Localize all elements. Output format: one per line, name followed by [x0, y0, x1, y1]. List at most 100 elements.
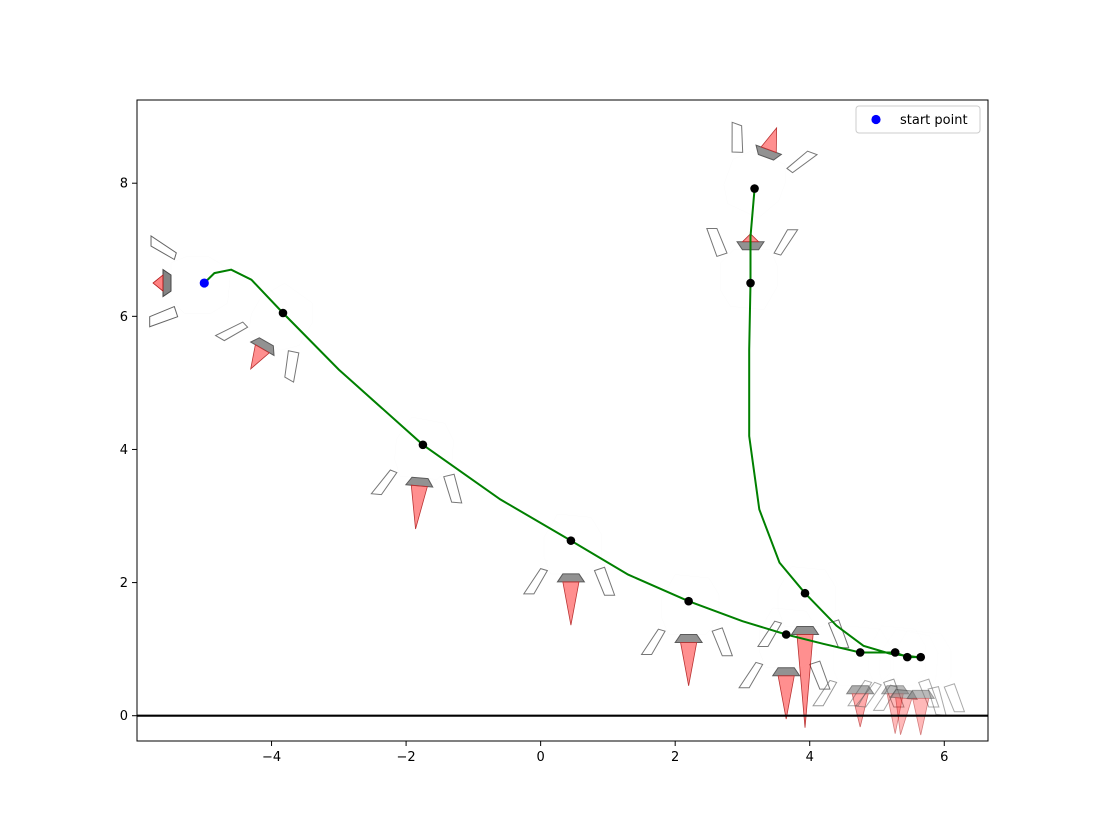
waypoint-marker — [418, 440, 428, 450]
lander-outline — [758, 567, 849, 728]
waypoint-marker — [566, 536, 576, 545]
lander-nozzle — [773, 668, 800, 676]
waypoint-marker — [800, 588, 810, 598]
lander-flame — [778, 676, 794, 719]
lander-leg-right — [442, 473, 465, 503]
plot-area — [137, 113, 988, 739]
lander-outline — [369, 414, 469, 533]
lander-leg-left — [739, 662, 763, 687]
lander-body — [759, 608, 816, 668]
x-tick-label: −4 — [262, 750, 281, 765]
lander-leg-left — [642, 629, 666, 654]
waypoint-marker — [746, 278, 755, 288]
legend-box — [855, 105, 981, 134]
waypoint-marker — [684, 596, 693, 606]
lander-flame — [563, 582, 579, 625]
lander-body — [243, 276, 322, 356]
lander-leg-right — [712, 628, 732, 656]
y-tick-label: 8 — [120, 177, 128, 192]
lander-flame — [797, 634, 813, 727]
lander-leg-left — [216, 314, 249, 348]
trajectory-line — [748, 188, 918, 659]
lander-outline — [739, 608, 830, 719]
waypoint-marker — [890, 648, 900, 657]
lander-leg-left — [151, 236, 176, 260]
lander-nozzle — [675, 634, 702, 642]
lander-engine — [675, 634, 702, 685]
lander-body — [833, 626, 890, 686]
lander-leg-right — [944, 684, 964, 712]
lander-body — [171, 256, 231, 313]
y-tick-label: 2 — [120, 576, 128, 591]
lander-outline — [150, 236, 231, 327]
lander-nozzle — [907, 690, 934, 698]
lander-leg-right — [594, 567, 614, 595]
waypoint-marker — [902, 652, 912, 662]
lander-body — [717, 147, 791, 223]
x-tick-label: 0 — [536, 750, 544, 765]
lander-outline — [642, 575, 733, 686]
lander-body — [778, 567, 835, 627]
lander-outline — [704, 113, 821, 230]
start-point-marker — [199, 278, 209, 288]
lander-body — [868, 626, 925, 686]
lander-body — [662, 575, 719, 635]
lander-engine — [239, 335, 278, 376]
lander-flame — [681, 642, 697, 685]
waypoint-marker — [750, 184, 759, 193]
lander-outline — [210, 266, 334, 390]
waypoint-marker — [916, 652, 926, 662]
lander-nozzle — [163, 270, 171, 297]
x-tick-label: 6 — [940, 750, 948, 765]
lander-engine — [773, 668, 800, 719]
lander-engine — [402, 477, 433, 530]
lander-flame — [852, 694, 868, 727]
lander-engine — [753, 123, 789, 162]
lander-leg-left — [813, 680, 837, 705]
lander-outline — [524, 514, 615, 625]
lander-nozzle — [557, 574, 584, 582]
lander-leg-left — [774, 230, 798, 255]
lander-leg-right — [810, 661, 830, 689]
lander-leg-right — [707, 228, 727, 256]
trajectory-line — [203, 268, 921, 659]
legend-label: start point — [900, 113, 968, 128]
lander-nozzle — [792, 627, 819, 635]
x-axis: −4 −2 0 2 4 6 — [262, 741, 948, 765]
lander-flame — [244, 345, 270, 373]
lander-leg-right — [150, 307, 178, 327]
x-tick-label: 4 — [806, 750, 814, 765]
lander-flame — [153, 275, 163, 291]
lander-flame — [407, 485, 427, 530]
lander-engine — [153, 270, 171, 297]
legend: start point — [855, 105, 981, 134]
lander-body — [720, 250, 777, 310]
lander-leg-left — [758, 621, 782, 646]
lander-body — [393, 416, 455, 481]
legend-marker — [871, 114, 881, 125]
lander-leg-left — [786, 147, 817, 179]
lander-engine — [557, 574, 584, 625]
lander-flame — [761, 125, 784, 152]
lander-leg-left — [524, 569, 548, 594]
lander-leg-right — [276, 348, 307, 382]
lander-body — [544, 514, 601, 574]
lander-leg-left — [856, 681, 882, 708]
lander-engine — [792, 627, 819, 728]
waypoint-marker — [278, 308, 288, 318]
x-tick-label: 2 — [671, 750, 679, 765]
waypoint-marker — [781, 630, 791, 639]
y-axis: 0 2 4 6 8 — [120, 177, 137, 724]
lander-leg-right — [723, 122, 752, 155]
waypoint-marker — [855, 648, 865, 657]
lander-leg-left — [371, 469, 397, 496]
lander-body — [878, 628, 940, 693]
lander-leg-left — [874, 685, 898, 710]
y-tick-label: 4 — [120, 443, 128, 458]
axes-frame — [136, 99, 989, 742]
lander-body — [894, 631, 951, 691]
y-tick-label: 0 — [120, 709, 128, 724]
y-tick-label: 6 — [120, 310, 128, 325]
lander-leg-right — [829, 620, 849, 648]
